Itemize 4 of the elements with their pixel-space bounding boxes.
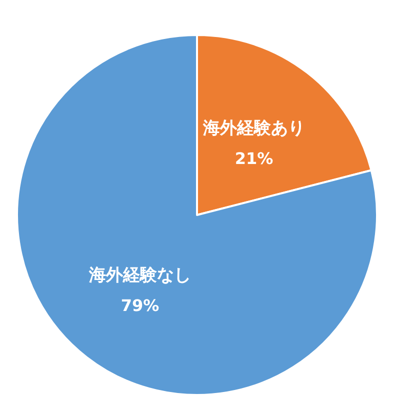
data-label: 79%: [120, 296, 160, 315]
slice-label: 海外経験なし: [88, 265, 191, 286]
slice-label: 海外経験あり: [202, 118, 305, 139]
data-label: 21%: [234, 149, 274, 168]
